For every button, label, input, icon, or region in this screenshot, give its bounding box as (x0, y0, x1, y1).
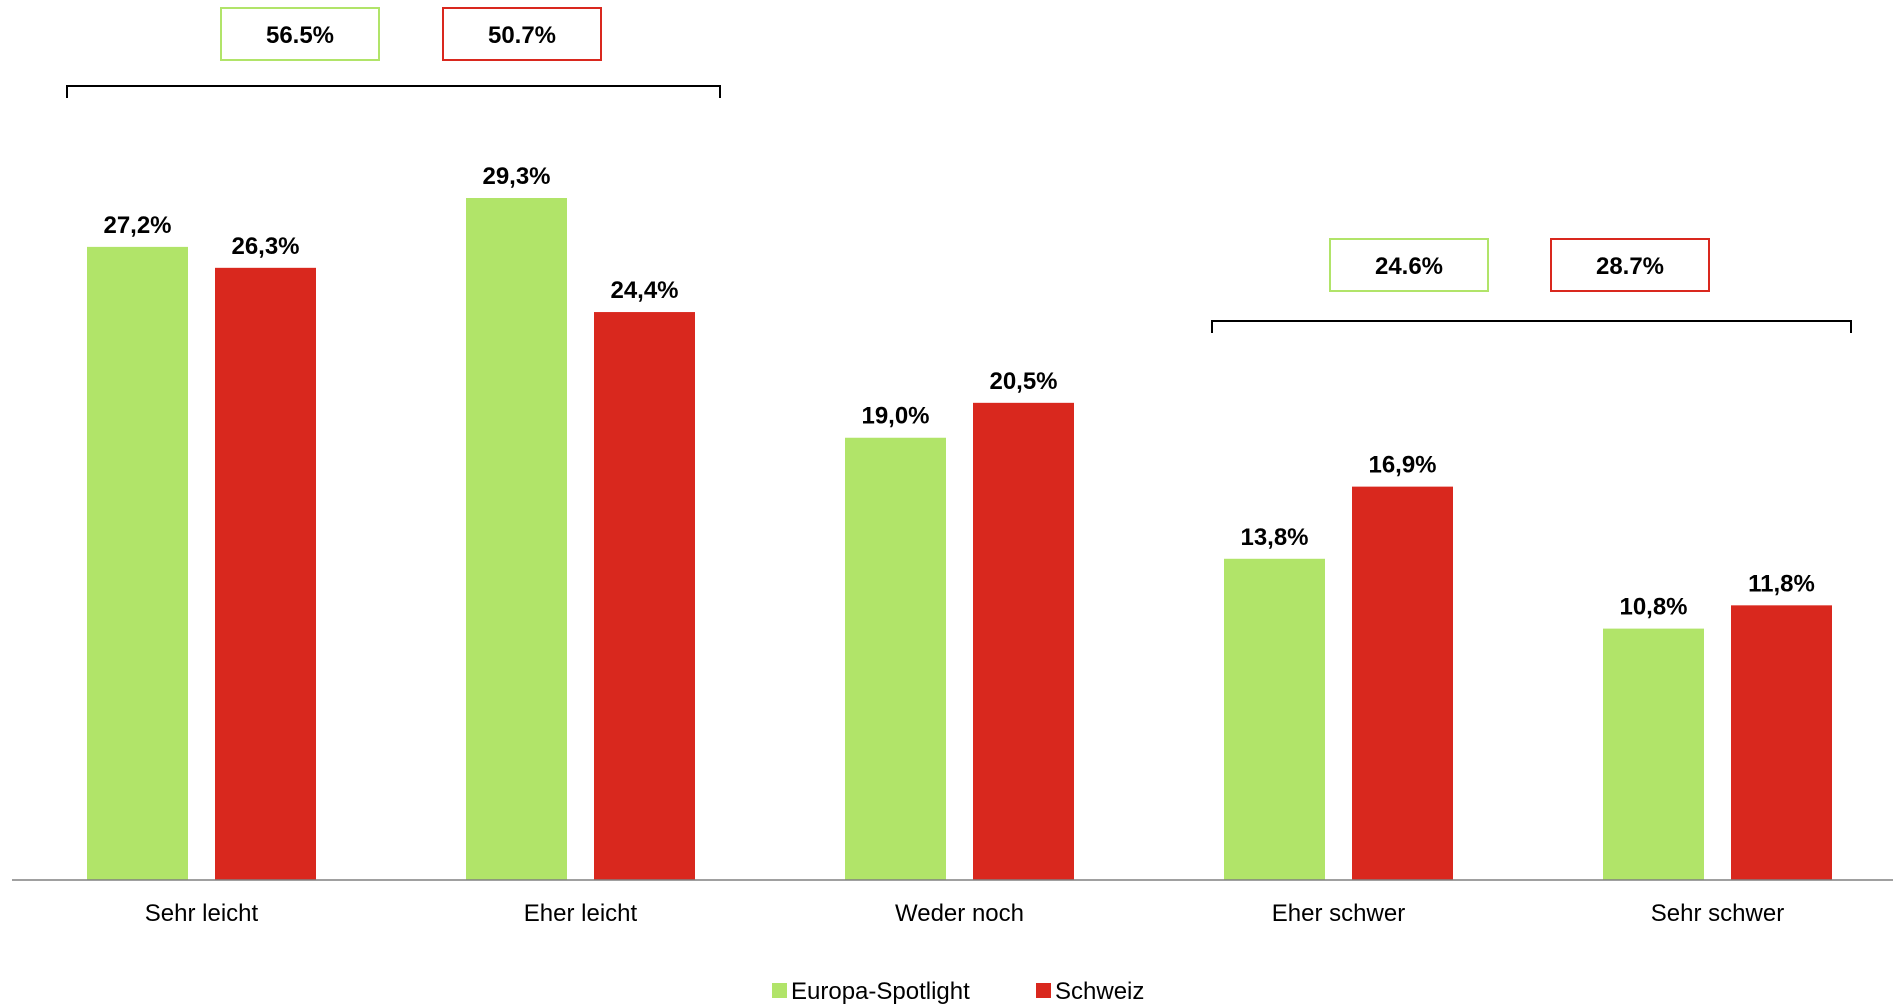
summary-box-leicht-schweiz (442, 7, 602, 61)
data-label-europa-spotlight-eher-leicht: 29,3% (482, 163, 550, 190)
bars-group (87, 198, 1832, 881)
data-label-schweiz-eher-schwer: 16,9% (1368, 452, 1436, 479)
category-label-sehr-schwer: Sehr schwer (1651, 900, 1784, 927)
legend-swatch-schweiz (1036, 983, 1051, 998)
summary-box-schwer-europa-spotlight (1329, 238, 1489, 292)
bracket-leicht (66, 85, 721, 98)
bar-europa-spotlight-eher-schwer (1224, 558, 1325, 880)
bar-europa-spotlight-weder-noch (845, 437, 946, 880)
data-label-schweiz-eher-leicht: 24,4% (610, 277, 678, 304)
data-label-europa-spotlight-sehr-leicht: 27,2% (103, 212, 171, 239)
bar-schweiz-sehr-leicht (215, 267, 316, 880)
legend-swatch-europa-spotlight (772, 983, 787, 998)
category-label-eher-schwer: Eher schwer (1272, 900, 1405, 927)
bar-schweiz-eher-schwer (1352, 486, 1453, 880)
bar-europa-spotlight-sehr-schwer (1603, 628, 1704, 880)
bar-europa-spotlight-sehr-leicht (87, 246, 188, 880)
data-label-schweiz-sehr-schwer: 11,8% (1748, 570, 1815, 597)
legend-label-europa-spotlight: Europa-Spotlight (791, 978, 970, 1005)
bar-schweiz-weder-noch (973, 402, 1074, 880)
data-label-europa-spotlight-weder-noch: 19,0% (861, 403, 929, 430)
bracket-schwer (1211, 320, 1852, 333)
summary-value-leicht-europa-spotlight: 56.5% (266, 22, 334, 49)
legend-label-schweiz: Schweiz (1055, 978, 1144, 1005)
category-label-weder-noch: Weder noch (895, 900, 1024, 927)
summary-value-schwer-europa-spotlight: 24.6% (1375, 253, 1443, 280)
summary-box-schwer-schweiz (1550, 238, 1710, 292)
category-label-eher-leicht: Eher leicht (524, 900, 638, 927)
bar-europa-spotlight-eher-leicht (466, 198, 567, 880)
data-label-europa-spotlight-eher-schwer: 13,8% (1240, 524, 1308, 551)
data-label-schweiz-sehr-leicht: 26,3% (231, 233, 299, 260)
bar-schweiz-sehr-schwer (1731, 605, 1832, 880)
category-labels-group: Sehr leicht Eher leicht Weder noch Eher sch… (145, 900, 1784, 927)
legend: Europa-Spotlight Schweiz (772, 978, 1144, 1005)
category-label-sehr-leicht: Sehr leicht (145, 900, 259, 927)
summary-value-leicht-schweiz: 50.7% (488, 22, 556, 49)
data-label-europa-spotlight-sehr-schwer: 10,8% (1619, 594, 1687, 621)
data-label-schweiz-weder-noch: 20,5% (989, 368, 1057, 395)
bar-schweiz-eher-leicht (594, 312, 695, 881)
data-labels-group: 27,2% 26,3% 29,3% 24,4% 19,0% 20,5% 13,8% 16,9%… (103, 163, 1814, 621)
summary-value-schwer-schweiz: 28.7% (1596, 253, 1664, 280)
brackets-group: 56.5% 50.7% 24.6% 28.7% (66, 7, 1852, 333)
summary-box-leicht-europa-spotlight (220, 7, 380, 61)
